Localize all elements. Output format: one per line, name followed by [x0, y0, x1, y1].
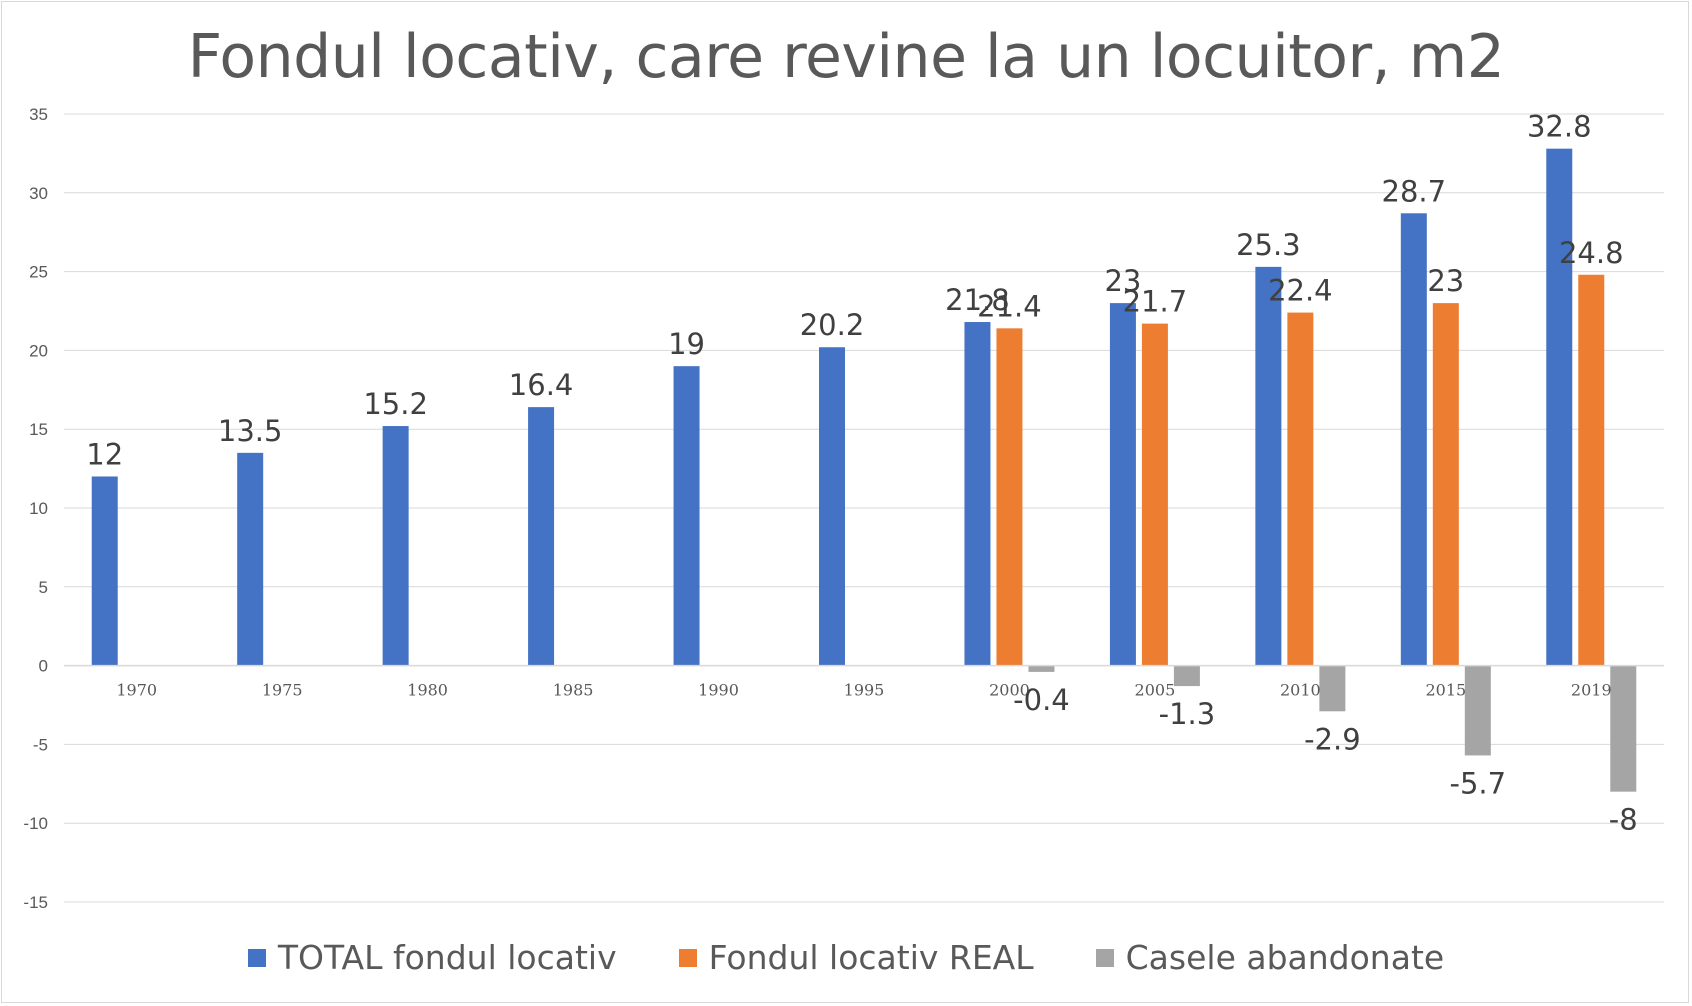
bar-casele-abandonate-2019	[1610, 665, 1637, 792]
data-label: 28.7	[1382, 174, 1447, 208]
bar-casele-abandonate-2010	[1319, 665, 1346, 712]
legend-label: TOTAL fondul locativ	[277, 938, 617, 977]
legend-swatch	[678, 948, 697, 967]
data-label: 32.8	[1527, 110, 1592, 144]
data-label: -0.4	[1013, 683, 1070, 717]
data-labels: 1213.515.216.41920.221.821.4-0.42321.7-1…	[86, 110, 1637, 837]
y-tick-label: -5	[33, 735, 48, 754]
bar-total-fondul-locativ-2000	[964, 322, 991, 666]
x-category-label: 2000	[989, 681, 1030, 700]
data-label: 16.4	[509, 368, 574, 402]
x-category-label: 1995	[844, 681, 885, 700]
legend-item: Fondul locativ REAL	[678, 938, 1034, 977]
bar-fondul-locativ-real-2015	[1432, 303, 1459, 666]
bar-fondul-locativ-real-2005	[1141, 323, 1168, 666]
data-label: 12	[86, 437, 123, 471]
legend-swatch	[247, 948, 266, 967]
bar-casele-abandonate-2015	[1464, 665, 1491, 756]
bar-total-fondul-locativ-1985	[528, 407, 555, 666]
data-label: -8	[1609, 803, 1638, 837]
x-category-label: 2019	[1571, 681, 1612, 700]
data-label: 21.4	[977, 289, 1042, 323]
bar-total-fondul-locativ-2010	[1255, 266, 1282, 666]
legend-label: Fondul locativ REAL	[708, 938, 1034, 977]
y-tick-label: 25	[29, 263, 48, 282]
legend-item: TOTAL fondul locativ	[247, 938, 617, 977]
bar-fondul-locativ-real-2019	[1578, 274, 1605, 666]
bar-fondul-locativ-real-2010	[1287, 312, 1314, 666]
data-label: 23	[1104, 264, 1141, 298]
data-label: 19	[668, 327, 705, 361]
y-tick-label: -10	[23, 814, 48, 833]
y-tick-label: 5	[39, 578, 48, 597]
y-tick-label: 10	[29, 499, 48, 518]
legend: TOTAL fondul locativ Fondul locativ REAL C…	[0, 938, 1692, 977]
bar-total-fondul-locativ-1980	[382, 426, 409, 666]
x-category-label: 1970	[116, 681, 157, 700]
data-label: 25.3	[1236, 228, 1301, 262]
y-tick-label: 15	[29, 420, 48, 439]
y-tick-label: 35	[29, 105, 48, 124]
bar-total-fondul-locativ-1970	[91, 476, 118, 666]
bars	[91, 148, 1637, 792]
x-category-label: 1985	[553, 681, 594, 700]
legend-item: Casele abandonate	[1095, 938, 1445, 977]
x-category-label: 1990	[698, 681, 739, 700]
bar-total-fondul-locativ-1990	[673, 366, 700, 666]
gridlines	[64, 113, 1664, 903]
y-tick-label: 0	[39, 657, 48, 676]
y-tick-label: 20	[29, 341, 48, 360]
data-label: 24.8	[1559, 236, 1624, 270]
x-category-label: 1980	[407, 681, 448, 700]
chart-title: Fondul locativ, care revine la un locuit…	[187, 22, 1505, 92]
bar-casele-abandonate-2005	[1173, 665, 1200, 687]
y-tick-label: 30	[29, 184, 48, 203]
y-tick-label: -15	[23, 893, 48, 912]
data-label: 21.7	[1123, 285, 1188, 319]
bar-total-fondul-locativ-2015	[1400, 213, 1427, 666]
data-label: -2.9	[1304, 722, 1361, 756]
x-category-label: 2005	[1135, 681, 1176, 700]
x-category-label: 2015	[1425, 681, 1466, 700]
data-label: 22.4	[1268, 274, 1333, 308]
x-category-label: 1975	[262, 681, 303, 700]
bar-total-fondul-locativ-2019	[1546, 148, 1573, 666]
bar-total-fondul-locativ-2005	[1109, 303, 1136, 666]
x-axis-categories: 1970 1975 1980 1985 1990 1995 2000 2005 2010 2015…	[116, 681, 1611, 700]
bar-total-fondul-locativ-1995	[819, 347, 845, 666]
data-label: 20.2	[800, 308, 865, 342]
x-category-label: 2010	[1280, 681, 1321, 700]
y-axis-ticks: 35 30 25 20 15 10 5 0 -5 -10 -15	[23, 105, 48, 912]
bar-casele-abandonate-2000	[1028, 665, 1055, 672]
legend-swatch	[1095, 948, 1114, 967]
bar-total-fondul-locativ-1975	[237, 452, 264, 666]
data-label: -5.7	[1450, 766, 1507, 800]
data-label: 21.8	[945, 283, 1010, 317]
data-label: -1.3	[1159, 697, 1216, 731]
data-label: 23	[1427, 264, 1464, 298]
legend-label: Casele abandonate	[1125, 938, 1445, 977]
data-label: 13.5	[218, 414, 283, 448]
bar-fondul-locativ-real-2000	[996, 328, 1023, 666]
data-label: 15.2	[363, 387, 428, 421]
